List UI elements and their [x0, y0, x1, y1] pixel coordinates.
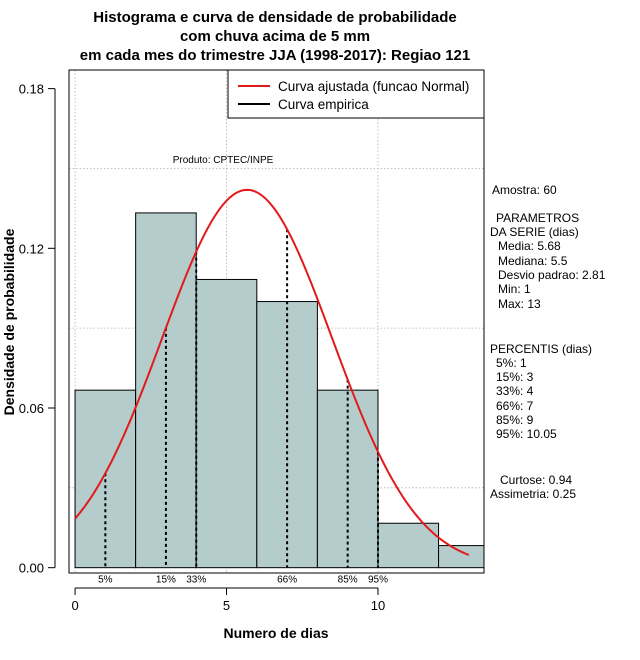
stats-panel: Amostra: 60 PARAMETROS DA SERIE (dias) M… — [490, 183, 606, 501]
stat-max: Max: 13 — [498, 297, 541, 311]
legend-label-normal: Curva ajustada (funcao Normal) — [278, 79, 469, 94]
stat-parametros-title-2: DA SERIE (dias) — [490, 225, 579, 239]
stat-p15: 15%: 3 — [496, 370, 534, 384]
stat-amostra: Amostra: 60 — [492, 183, 557, 197]
stat-percentis-title: PERCENTIS (dias) — [490, 342, 592, 356]
stat-p95: 95%: 10.05 — [496, 427, 557, 441]
percentile-label: 5% — [98, 575, 113, 586]
histogram-bars — [74, 212, 485, 569]
legend-box — [227, 69, 485, 119]
stat-min: Min: 1 — [498, 282, 531, 296]
y-axis-label: Densidade de probabilidade — [1, 228, 17, 415]
x-tick-label: 0 — [71, 598, 78, 613]
stat-p66: 66%: 7 — [496, 399, 534, 413]
watermark-text: Produto: CPTEC/INPE — [173, 155, 274, 166]
y-tick-label: 0.00 — [19, 561, 44, 576]
legend: Curva ajustada (funcao Normal) Curva emp… — [227, 69, 485, 119]
chart-title-line-1: Histograma e curva de densidade de proba… — [93, 9, 456, 26]
histogram-bar — [74, 389, 137, 569]
percentile-label: 95% — [368, 575, 388, 586]
stat-p5: 5%: 1 — [496, 356, 527, 370]
x-axis-label: Numero de dias — [223, 625, 328, 641]
percentile-markers: 5% 15% 33% 66% 85% 95% — [98, 229, 388, 586]
stat-p85: 85%: 9 — [496, 413, 534, 427]
y-tick-label: 0.06 — [19, 401, 44, 416]
stat-p33: 33%: 4 — [496, 384, 534, 398]
percentile-label: 15% — [156, 575, 176, 586]
stat-media: Media: 5.68 — [498, 239, 561, 253]
normal-curve — [74, 188, 470, 556]
stat-mediana: Mediana: 5.5 — [498, 254, 568, 268]
stat-curtose: Curtose: 0.94 — [500, 473, 572, 487]
x-axis: 0 5 10 — [71, 587, 385, 613]
x-tick-label: 10 — [371, 598, 385, 613]
chart-title-line-2: com chuva acima de 5 mm — [180, 28, 370, 45]
histogram-bar — [438, 545, 485, 569]
x-tick-label: 5 — [223, 598, 230, 613]
stat-desvio: Desvio padrao: 2.81 — [498, 268, 606, 282]
y-tick-label: 0.12 — [19, 241, 44, 256]
stat-assimetria: Assimetria: 0.25 — [490, 487, 576, 501]
histogram-bar — [195, 278, 258, 569]
chart-title-line-3: em cada mes do trimestre JJA (1998-2017)… — [80, 47, 470, 64]
percentile-label: 85% — [338, 575, 358, 586]
y-axis: 0.00 0.06 0.12 0.18 — [19, 82, 56, 576]
y-tick-label: 0.18 — [19, 82, 44, 97]
legend-label-empirical: Curva empirica — [278, 97, 369, 112]
stat-parametros-title-1: PARAMETROS — [496, 211, 579, 225]
percentile-label: 33% — [186, 575, 206, 586]
normal-curve-path — [74, 188, 470, 556]
percentile-label: 66% — [277, 575, 297, 586]
